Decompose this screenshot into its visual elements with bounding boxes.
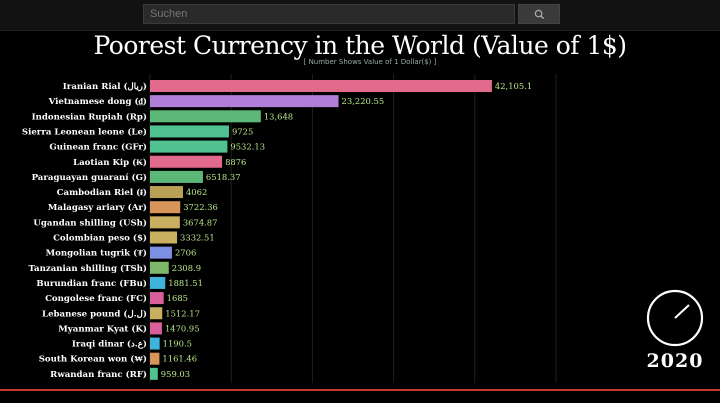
value-label: 1470.95 — [165, 323, 200, 333]
search-button[interactable] — [518, 4, 560, 24]
category-label: Paraguayan guaraní (G) — [32, 172, 147, 183]
value-label: 3722.36 — [183, 202, 218, 212]
value-label: 6518.37 — [206, 172, 241, 182]
category-label: Cambodian Riel (៛) — [57, 187, 147, 198]
bar — [150, 170, 203, 183]
bar — [150, 95, 339, 108]
value-label: 3332.51 — [180, 233, 215, 243]
bar — [150, 307, 163, 320]
chart-title: Poorest Currency in the World (Value of … — [93, 31, 627, 60]
bar — [150, 261, 169, 274]
bar — [150, 231, 178, 244]
value-label: 8876 — [225, 157, 246, 167]
bar — [150, 80, 492, 92]
category-label: Indonesian Rupiah (Rp) — [32, 111, 147, 122]
value-label: 1685 — [167, 293, 188, 303]
progress-line — [0, 389, 720, 391]
category-label: Vietnamese dong (₫) — [48, 96, 147, 107]
category-label: Malagasy ariary (Ar) — [48, 202, 147, 213]
value-label: 959.03 — [161, 369, 190, 379]
bar — [150, 337, 160, 350]
year-label: 2020 — [646, 350, 704, 372]
category-label: Burundian franc (FBu) — [36, 278, 147, 289]
bar — [150, 125, 229, 138]
category-label: Congolese franc (FC) — [45, 293, 147, 304]
category-label: Tanzanian shilling (TSh) — [28, 263, 147, 274]
bar — [150, 216, 180, 229]
value-label: 1161.46 — [162, 354, 197, 364]
bar — [150, 276, 166, 289]
category-label: Iranian Rial (ریال) — [63, 81, 147, 92]
bar — [150, 322, 162, 335]
chart-subtitle: [ Number Shows Value of 1 Dollar($) ] — [303, 58, 437, 66]
search-input[interactable] — [143, 4, 515, 24]
bar — [150, 186, 183, 199]
bar — [150, 140, 228, 153]
category-label: Guinean franc (GFr) — [49, 142, 147, 153]
value-label: 9532.13 — [230, 142, 265, 152]
value-label: 23,220.55 — [342, 96, 385, 106]
bar — [150, 155, 223, 168]
bar — [150, 246, 172, 259]
bar — [150, 110, 261, 123]
value-label: 4062 — [186, 187, 207, 197]
value-label: 1190.5 — [163, 339, 192, 349]
category-label: Lebanese pound (ل.ل) — [42, 308, 147, 319]
value-label: 9725 — [232, 126, 253, 136]
category-label: Colombian peso ($) — [53, 233, 147, 244]
search-icon — [534, 9, 544, 19]
bar — [150, 292, 164, 305]
top-bar — [0, 0, 720, 31]
category-label: Ugandan shilling (USh) — [33, 217, 147, 228]
category-label: Rwandan franc (RF) — [50, 369, 147, 380]
bar — [150, 367, 158, 380]
category-label: Laotian Kip (₭) — [73, 157, 147, 168]
value-label: 13,648 — [264, 111, 293, 121]
value-label: 1512.17 — [165, 308, 200, 318]
bar — [150, 352, 160, 365]
value-label: 1881.51 — [168, 278, 203, 288]
category-label: Myanmar Kyat (K) — [58, 323, 147, 334]
category-label: Sierra Leonean leone (Le) — [22, 126, 147, 137]
bar — [150, 201, 181, 214]
value-label: 2706 — [175, 248, 196, 258]
category-label: South Korean won (₩) — [39, 354, 147, 365]
value-label: 42,105.1 — [495, 81, 532, 91]
category-label: Mongolian tugrik (₮) — [46, 248, 147, 259]
category-label: Iraqi dinar (ع.د) — [72, 339, 147, 350]
year-clock-icon — [646, 289, 704, 347]
value-label: 3674.87 — [183, 217, 218, 227]
value-label: 2308.9 — [172, 263, 201, 273]
